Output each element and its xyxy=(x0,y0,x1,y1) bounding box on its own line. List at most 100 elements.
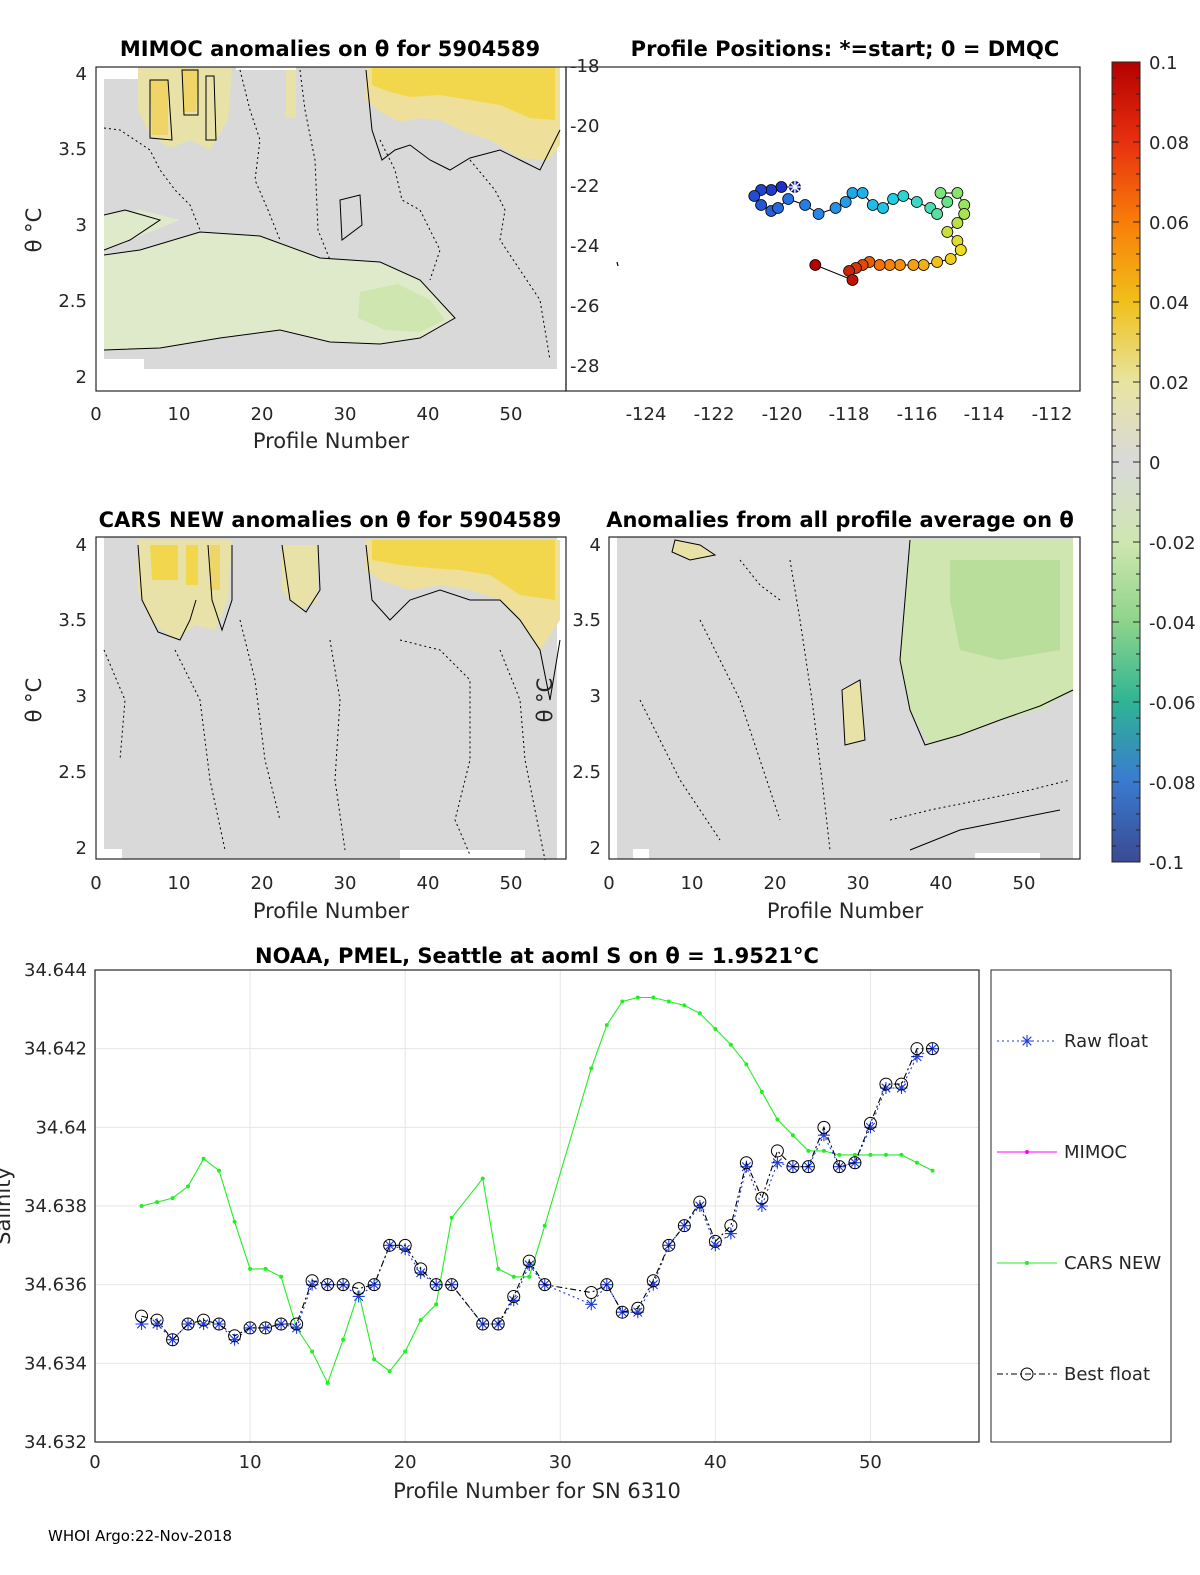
start-marker xyxy=(788,181,801,193)
profile-avg-title: Anomalies from all profile average on θ xyxy=(606,508,1074,532)
series-point xyxy=(279,1274,284,1279)
best-float-point xyxy=(336,1278,350,1292)
svg-text:4: 4 xyxy=(76,64,87,85)
legend-label: Raw float xyxy=(1064,1031,1148,1052)
series-point xyxy=(201,1156,206,1161)
position-marker xyxy=(910,196,923,208)
cars-xlabel: Profile Number xyxy=(253,899,410,923)
footer-credit: WHOI Argo:22-Nov-2018 xyxy=(48,1527,232,1545)
series-point xyxy=(1025,1261,1029,1265)
svg-text:50: 50 xyxy=(1013,873,1036,894)
series-point xyxy=(635,995,640,1000)
best-float-point xyxy=(259,1321,273,1335)
x-tick-label: 0 xyxy=(89,1452,100,1473)
raw-float-point xyxy=(740,1160,753,1173)
svg-text:0: 0 xyxy=(1149,453,1160,474)
raw-float-point xyxy=(445,1278,458,1291)
mimoc-ylabel: θ °C xyxy=(22,208,46,253)
position-marker xyxy=(755,199,767,211)
svg-text:3: 3 xyxy=(76,215,87,236)
position-marker xyxy=(931,208,943,220)
profile-avg-field xyxy=(617,537,1074,859)
positions-xticks: -124 -122 -120 -118 -116 -114 -112 xyxy=(626,404,1073,425)
best-float-point xyxy=(739,1156,753,1170)
series-raw-float xyxy=(135,1042,939,1346)
position-marker xyxy=(775,181,788,193)
positions-stray-mark xyxy=(616,261,619,267)
series-point xyxy=(232,1219,237,1224)
raw-float-point xyxy=(864,1121,877,1134)
svg-text:-0.06: -0.06 xyxy=(1149,693,1196,714)
panel-profile-avg: Anomalies from all profile average on θ … xyxy=(533,508,1081,923)
svg-text:0: 0 xyxy=(90,873,101,894)
position-marker xyxy=(954,244,967,256)
series-point xyxy=(713,1027,718,1031)
best-float-point xyxy=(910,1042,924,1056)
best-float-point xyxy=(1020,1367,1034,1381)
best-float-point xyxy=(832,1160,846,1174)
mimoc-yticks: 2 2.5 3 3.5 4 xyxy=(58,64,87,388)
series-point xyxy=(155,1200,160,1205)
best-float-point xyxy=(538,1278,552,1292)
svg-text:-116: -116 xyxy=(897,404,938,425)
colorbar-tick-marks xyxy=(1112,61,1140,863)
svg-text:30: 30 xyxy=(334,873,357,894)
raw-float-point xyxy=(383,1239,396,1252)
svg-text:30: 30 xyxy=(334,404,357,425)
raw-float-point xyxy=(631,1306,644,1319)
positions-markers xyxy=(748,181,971,286)
mimoc-field xyxy=(103,67,561,369)
series-line xyxy=(141,1048,933,1341)
svg-text:2: 2 xyxy=(76,838,87,859)
series-point xyxy=(775,1117,780,1122)
profile-avg-xticks: 0 10 20 30 40 50 xyxy=(603,873,1035,894)
panel-cars: CARS NEW anomalies on θ for 5904589 xyxy=(22,508,567,923)
svg-text:10: 10 xyxy=(168,404,191,425)
best-float-point xyxy=(646,1274,660,1288)
best-float-point xyxy=(197,1313,211,1327)
series-line xyxy=(141,1048,933,1341)
raw-float-point xyxy=(228,1333,241,1346)
series-point xyxy=(186,1184,191,1189)
x-tick-label: 40 xyxy=(704,1452,727,1473)
svg-text:-118: -118 xyxy=(829,404,870,425)
series-point xyxy=(620,999,625,1004)
best-float-point xyxy=(243,1321,257,1335)
series-point xyxy=(868,1152,873,1157)
svg-text:2.5: 2.5 xyxy=(572,762,601,783)
best-float-point xyxy=(445,1278,459,1292)
legend-box xyxy=(990,969,1172,1443)
svg-text:2.5: 2.5 xyxy=(58,291,87,312)
colorbar-labels: 0.1 0.08 0.06 0.04 0.02 0 -0.02 -0.04 -0… xyxy=(1149,53,1196,874)
svg-text:-0.08: -0.08 xyxy=(1149,773,1196,794)
best-float-point xyxy=(770,1144,784,1158)
positions-axes-box xyxy=(565,66,1081,392)
svg-text:50: 50 xyxy=(500,404,523,425)
raw-float-point xyxy=(507,1294,520,1307)
best-float-point xyxy=(615,1305,629,1319)
svg-text:-20: -20 xyxy=(570,116,599,137)
raw-float-point xyxy=(259,1321,272,1334)
best-float-point xyxy=(135,1309,149,1323)
raw-float-point xyxy=(895,1082,908,1094)
best-float-point xyxy=(925,1042,939,1056)
raw-float-point xyxy=(213,1318,226,1330)
position-marker xyxy=(934,187,947,199)
panel-mimoc: MIMOC anomalies on θ for 5904589 xyxy=(22,37,567,453)
svg-text:-18: -18 xyxy=(570,56,599,77)
position-marker xyxy=(809,259,822,271)
position-marker xyxy=(897,190,910,202)
svg-text:20: 20 xyxy=(251,404,274,425)
best-float-point xyxy=(786,1160,800,1174)
mimoc-xlabel: Profile Number xyxy=(253,429,410,453)
position-marker xyxy=(856,187,869,199)
position-marker xyxy=(887,193,899,205)
salinity-chart-title: NOAA, PMEL, Seattle at aoml S on θ = 1.9… xyxy=(255,944,819,968)
position-marker xyxy=(829,202,842,214)
svg-text:4: 4 xyxy=(76,535,87,556)
legend-item-best-float: Best float xyxy=(997,1364,1150,1385)
y-tick-label: 34.644 xyxy=(24,960,87,981)
best-float-point xyxy=(181,1317,195,1331)
cars-yticks: 2 2.5 3 3.5 4 xyxy=(58,535,87,859)
